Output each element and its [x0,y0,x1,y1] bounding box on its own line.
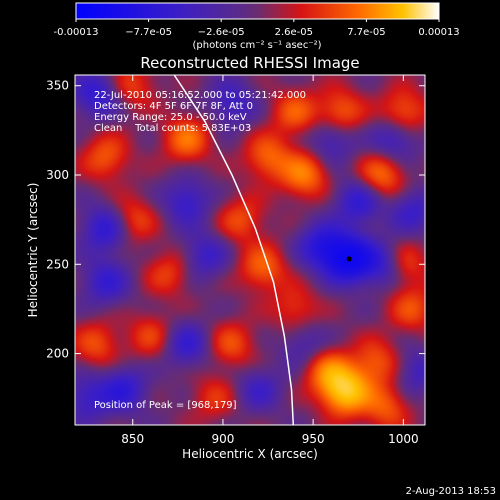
y-axis-label: Heliocentric Y (arcsec) [26,183,40,318]
colorbar-tick-label: 7.7e-05 [347,27,385,38]
colorbar-tick-labels: -0.00013 −7.7e-05 −2.6e-05 2.6e-05 7.7e-05 0.… [54,27,460,38]
y-tick-label: 350 [46,79,69,93]
colorbar: -0.00013 −7.7e-05 −2.6e-05 2.6e-05 7.7e-05 0.… [54,2,460,51]
y-tick-label: 200 [46,347,69,361]
y-axis-ticks: 200 250 300 350 [46,79,425,361]
solar-limb-curve [173,75,295,425]
y-tick-label: 250 [46,257,69,271]
minimum-marker [346,256,352,262]
x-axis-label: Heliocentric X (arcsec) [182,447,318,461]
footer-timestamp: 2-Aug-2013 18:53 [406,486,496,497]
colorbar-units: (photons cm⁻² s⁻¹ asec⁻²) [192,40,321,51]
y-tick-label: 300 [46,168,69,182]
heatmap [74,74,426,426]
annotation-block: 22-Jul-2010 05:16:52.000 to 05:21:42.000… [94,90,306,134]
colorbar-tick-label: −7.7e-05 [125,27,172,38]
heatmap-image [75,75,425,425]
plot-frame [74,74,426,426]
x-tick-label: 850 [121,432,144,446]
annotation-clean-counts: Clean Total counts: 5.83E+03 [94,123,251,134]
colorbar-tick-label: 2.6e-05 [275,27,313,38]
x-tick-label: 950 [302,432,325,446]
colorbar-ticks [75,19,440,22]
chart-title: Reconstructed RHESSI Image [140,54,359,72]
colorbar-tick-label: -0.00013 [54,27,99,38]
peak-position-label: Position of Peak = [968,179] [94,400,237,411]
colorbar-tick-label: 0.00013 [418,27,459,38]
annotation-energy-range: Energy Range: 25.0 - 50.0 keV [94,112,247,123]
colorbar-tick-label: −2.6e-05 [198,27,245,38]
annotation-time-range: 22-Jul-2010 05:16:52.000 to 05:21:42.000 [94,90,306,101]
x-axis-ticks: 850 900 950 1000 [121,75,419,446]
annotation-detectors: Detectors: 4F 5F 6F 7F 8F, Att 0 [94,101,253,112]
x-tick-label: 1000 [388,432,419,446]
x-tick-label: 900 [211,432,234,446]
colorbar-gradient [75,2,440,20]
